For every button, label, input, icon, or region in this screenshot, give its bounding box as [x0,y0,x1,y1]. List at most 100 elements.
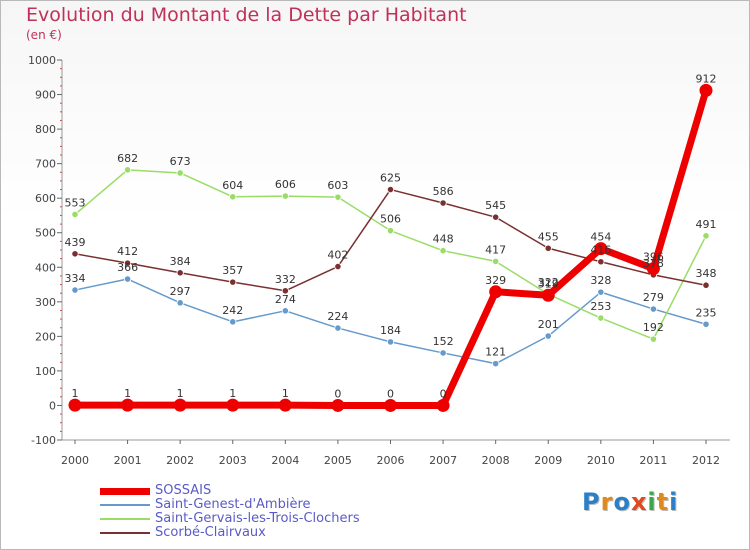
data-label: 253 [590,300,611,313]
data-label: 319 [538,277,559,290]
data-label: 0 [387,387,394,400]
data-label: 506 [380,213,401,226]
y-tick-label: 300 [35,296,56,309]
data-point [439,247,447,255]
data-label: 279 [643,291,664,304]
data-label: 224 [327,310,348,323]
data-label: 334 [65,272,86,285]
data-point [646,262,660,276]
data-label: 586 [433,185,454,198]
data-label: 673 [170,155,191,168]
data-label: 184 [380,324,401,337]
data-point [226,398,240,412]
legend-swatch [100,504,150,506]
x-tick-label: 2005 [324,454,352,467]
data-point [594,242,608,256]
data-label: 274 [275,293,296,306]
legend-swatch [100,532,150,534]
data-point [597,314,605,322]
series-line [74,188,707,292]
data-point [492,213,500,221]
x-tick-label: 2000 [61,454,89,467]
data-label: 1 [177,387,184,400]
x-tick-label: 2006 [377,454,405,467]
data-label: 201 [538,318,559,331]
data-label: 603 [327,179,348,192]
data-point [544,332,552,340]
legend-item: Scorbé-Clairvaux [100,526,360,540]
x-tick-label: 2012 [692,454,720,467]
data-point [541,288,555,302]
data-label: 1 [124,387,131,400]
data-label: 416 [590,244,611,257]
data-label: 417 [485,243,506,256]
chart-legend: SOSSAIS Saint-Genest-d'Ambière Saint-Gerva… [100,484,360,540]
data-point [649,305,658,313]
data-point [492,257,500,265]
data-point [597,288,605,296]
data-label: 396 [643,251,664,264]
data-label: 604 [222,179,243,192]
data-label: 1 [72,387,79,400]
data-point [176,169,184,177]
data-label: 322 [538,276,559,289]
data-point [331,398,345,412]
data-label: 448 [433,233,454,246]
data-point [386,338,395,346]
proxiti-logo: Proxiti [582,488,678,516]
logo-letter: i [669,488,679,516]
data-point [334,262,342,271]
data-point [173,398,187,412]
data-label: 297 [170,285,191,298]
chart-unit: (en €) [26,28,62,42]
data-point [229,318,237,326]
logo-letter: o [613,488,631,516]
y-tick-label: 0 [49,399,56,412]
y-tick-label: 800 [35,123,56,136]
legend-label: SOSSAIS [155,483,212,498]
data-label: 235 [696,306,717,319]
y-tick-label: 500 [35,227,56,240]
logo-letter: x [630,488,648,516]
data-point [436,398,450,412]
data-label: 332 [275,273,296,286]
data-label: 152 [433,335,454,348]
logo-letter: t [656,488,670,516]
data-point [702,232,710,240]
y-tick-label: 700 [35,158,56,171]
data-point [386,227,395,235]
y-tick-label: 600 [35,192,56,205]
x-tick-label: 2003 [219,454,247,467]
data-point [229,193,237,201]
data-label: 192 [643,321,664,334]
y-tick-label: 900 [35,89,56,102]
data-point [68,398,82,412]
data-label: 384 [170,255,191,268]
data-label: 0 [440,387,447,400]
chart-axes: -100010020030040050060070080090010002000… [28,54,730,467]
data-point [281,287,289,295]
legend-item: SOSSAIS [100,484,360,498]
legend-item: Saint-Genest-d'Ambière [100,498,360,512]
data-label: 455 [538,230,559,243]
data-label: 682 [117,152,138,165]
y-tick-label: -100 [31,434,56,447]
y-tick-label: 200 [35,330,56,343]
data-point [439,349,447,357]
data-point [123,275,132,283]
data-point [597,258,605,266]
data-point [702,320,710,328]
data-label: 1 [229,387,236,400]
data-point [489,285,503,299]
chart-data-labels: 334 366 297 242 274 224 184 152 121 201 328 279 235 5… [65,72,717,400]
data-point [544,244,552,252]
data-label: 912 [696,72,717,85]
chart-series [68,83,713,412]
data-point [278,398,292,412]
data-point [71,250,79,258]
x-tick-label: 2010 [587,454,615,467]
data-label: 402 [327,249,348,262]
data-point [176,269,184,277]
